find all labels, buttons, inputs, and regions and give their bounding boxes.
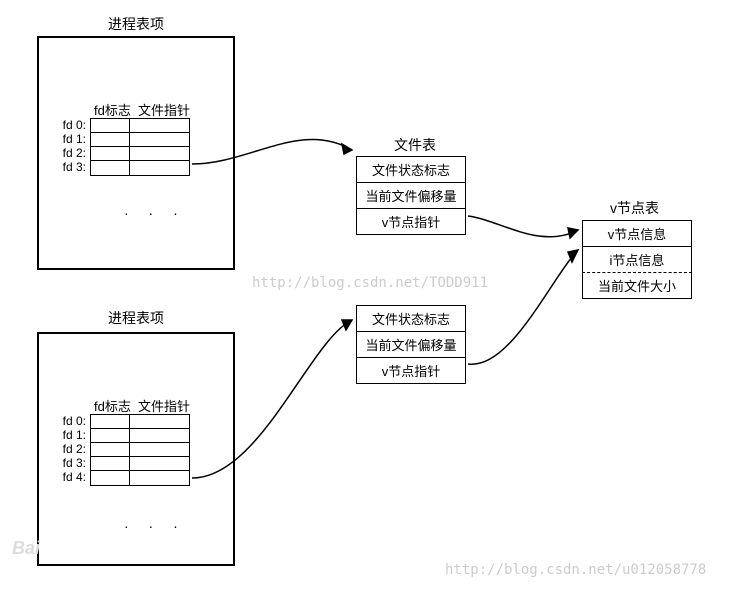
arrowhead-1	[342, 144, 352, 154]
table-row	[91, 471, 189, 485]
fd-label: fd 3:	[58, 456, 86, 470]
vn-row: v节点信息	[582, 220, 692, 246]
fd-label: fd 3:	[58, 160, 86, 174]
proc2-title: 进程表项	[108, 308, 164, 328]
proc2-header-flag: fd标志	[94, 396, 131, 415]
proc1-title: 进程表项	[108, 14, 164, 34]
table-row	[91, 457, 189, 471]
fd-label: fd 0:	[58, 118, 86, 132]
watermark-1: http://blog.csdn.net/TODD911	[252, 275, 488, 291]
ft-row: 文件状态标志	[356, 156, 466, 182]
file-table-2: 文件状态标志 当前文件偏移量 v节点指针	[356, 305, 466, 384]
fd-label: fd 1:	[58, 132, 86, 146]
arrow-3	[468, 216, 578, 237]
file-table-1: 文件状态标志 当前文件偏移量 v节点指针	[356, 156, 466, 235]
watermark-2: http://blog.csdn.net/u012058778	[445, 562, 706, 578]
fd-label: fd 4:	[58, 470, 86, 484]
ft-row: v节点指针	[356, 208, 466, 235]
fd-label: fd 1:	[58, 428, 86, 442]
ft-row: 文件状态标志	[356, 305, 466, 331]
table-row	[91, 119, 189, 133]
vn-row: i节点信息	[582, 246, 692, 272]
proc2-dots: · · ·	[124, 518, 186, 534]
table-row	[91, 415, 189, 429]
table-row	[91, 147, 189, 161]
proc1-header-flag: fd标志	[94, 100, 131, 119]
proc1-dots: · · ·	[124, 205, 186, 221]
ft-row: v节点指针	[356, 357, 466, 384]
table-row	[91, 429, 189, 443]
proc1-fd-table	[90, 118, 190, 176]
proc1-header-ptr: 文件指针	[138, 100, 190, 119]
proc2-fd-table	[90, 414, 190, 486]
arrowhead-4	[568, 250, 578, 262]
table-row	[91, 161, 189, 175]
file-table-title: 文件表	[394, 135, 436, 155]
proc2-header-ptr: 文件指针	[138, 396, 190, 415]
arrow-4	[468, 250, 578, 364]
fd-label: fd 0:	[58, 414, 86, 428]
baidu-logo: Bai	[12, 538, 40, 559]
fd-label: fd 2:	[58, 146, 86, 160]
arrowhead-2	[342, 320, 352, 330]
vnode-table: v节点信息 i节点信息 当前文件大小	[582, 220, 692, 299]
vnode-title: v节点表	[610, 198, 659, 218]
vn-row: 当前文件大小	[582, 272, 692, 299]
table-row	[91, 133, 189, 147]
arrowhead-3	[568, 228, 578, 238]
ft-row: 当前文件偏移量	[356, 331, 466, 357]
table-row	[91, 443, 189, 457]
fd-label: fd 2:	[58, 442, 86, 456]
ft-row: 当前文件偏移量	[356, 182, 466, 208]
